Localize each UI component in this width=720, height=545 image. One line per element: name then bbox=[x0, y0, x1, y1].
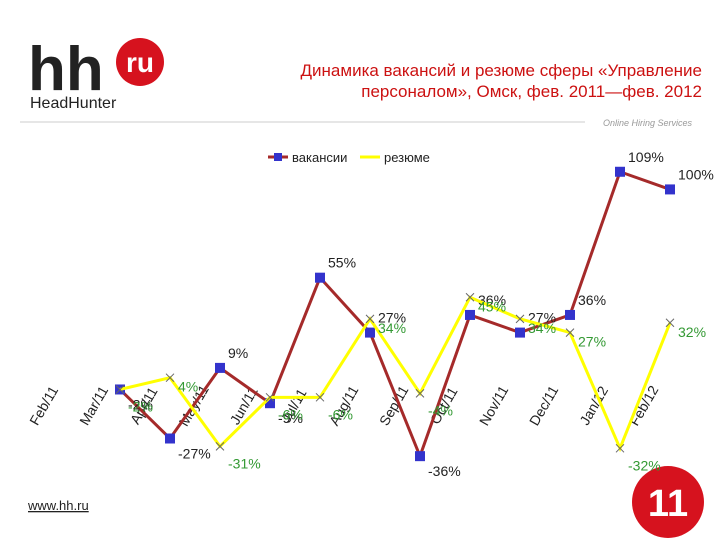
legend-label: резюме bbox=[384, 150, 430, 165]
data-label: 45% bbox=[478, 298, 506, 314]
point bbox=[115, 385, 125, 394]
data-label: -36% bbox=[428, 463, 461, 479]
series-line bbox=[119, 295, 672, 453]
point bbox=[165, 373, 175, 383]
tagline: Online Hiring Services bbox=[603, 118, 693, 128]
point bbox=[215, 362, 225, 373]
logo-circle bbox=[116, 38, 164, 86]
point bbox=[615, 443, 625, 453]
point bbox=[465, 309, 475, 320]
data-label: 55% bbox=[328, 255, 356, 271]
data-label: 109% bbox=[628, 149, 664, 165]
data-label: 27% bbox=[578, 334, 606, 350]
logo-name: HeadHunter bbox=[30, 95, 117, 112]
title-line: персоналом», Омск, фев. 2011—фев. 2012 bbox=[361, 82, 702, 101]
data-label: -6% bbox=[278, 406, 303, 422]
title-line: Динамика вакансий и резюме сферы «Управл… bbox=[301, 61, 702, 80]
data-label: -32% bbox=[628, 457, 661, 473]
page-number: 11 bbox=[648, 483, 688, 525]
data-label: 100% bbox=[678, 166, 714, 182]
legend-label: вакансии bbox=[292, 150, 347, 165]
data-label: 34% bbox=[528, 320, 556, 336]
data-label: 36% bbox=[578, 292, 606, 308]
data-label: 27% bbox=[378, 310, 406, 326]
legend-marker bbox=[274, 153, 282, 161]
point bbox=[415, 451, 425, 462]
data-label: -27% bbox=[178, 446, 211, 462]
point bbox=[165, 433, 175, 444]
logo-ru: ru bbox=[126, 47, 154, 78]
point bbox=[315, 392, 325, 402]
point bbox=[665, 184, 675, 195]
chart-title: Динамика вакансий и резюме сферы «Управл… bbox=[301, 61, 702, 101]
point bbox=[365, 314, 375, 324]
data-label: -6% bbox=[328, 406, 353, 422]
data-label: -2% bbox=[128, 396, 153, 412]
data-label: 9% bbox=[228, 345, 248, 361]
series-line bbox=[118, 169, 671, 461]
point bbox=[515, 314, 525, 324]
point bbox=[315, 272, 325, 283]
data-label: -9% bbox=[278, 410, 303, 426]
point bbox=[565, 328, 575, 337]
page-circle bbox=[632, 466, 704, 538]
point bbox=[465, 292, 475, 302]
point bbox=[615, 166, 625, 177]
point bbox=[265, 398, 275, 409]
data-label: -4% bbox=[428, 402, 453, 418]
point bbox=[265, 392, 275, 402]
point bbox=[415, 389, 425, 398]
footer-url: www.hh.ru bbox=[27, 498, 89, 513]
data-label: 32% bbox=[678, 324, 706, 340]
data-label: -2% bbox=[128, 398, 153, 414]
logo-hh: hh bbox=[28, 35, 104, 104]
point bbox=[665, 318, 675, 328]
point bbox=[515, 327, 525, 338]
point bbox=[365, 327, 375, 338]
data-label: 34% bbox=[378, 320, 406, 336]
data-label: -31% bbox=[228, 455, 261, 471]
point bbox=[565, 309, 575, 320]
data-label: 4% bbox=[178, 379, 198, 395]
point bbox=[215, 441, 225, 451]
